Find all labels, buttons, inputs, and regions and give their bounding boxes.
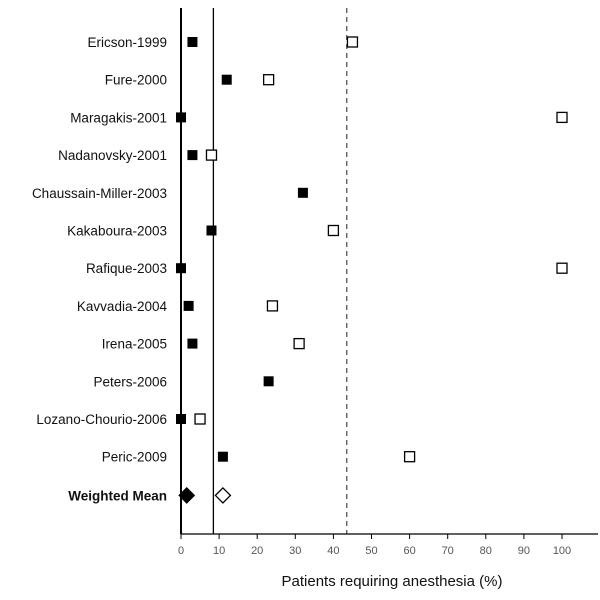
x-tick-label: 50 xyxy=(365,545,377,557)
study-label: Lozano-Chourio-2006 xyxy=(36,412,167,427)
open-square-marker xyxy=(556,111,568,124)
study-label: Rafique-2003 xyxy=(86,261,167,276)
study-label: Chaussain-Miller-2003 xyxy=(32,186,167,201)
open-square-marker xyxy=(205,149,218,161)
reference-lines xyxy=(212,8,348,534)
filled-square-marker xyxy=(297,187,308,198)
weighted-mean-open-diamond xyxy=(214,486,232,504)
study-label: Kakaboura-2003 xyxy=(67,224,167,239)
filled-square-marker xyxy=(221,74,232,85)
x-tick-label: 80 xyxy=(480,545,492,557)
open-square-marker xyxy=(262,74,275,86)
study-label: Peric-2009 xyxy=(102,450,167,465)
x-tick-label: 40 xyxy=(327,545,339,557)
open-square-marker xyxy=(266,300,279,312)
x-tick-label: 30 xyxy=(289,545,301,557)
x-tick-label: 0 xyxy=(178,545,184,557)
filled-square-marker xyxy=(217,451,228,462)
axes xyxy=(180,8,598,535)
study-label: Fure-2000 xyxy=(105,73,167,88)
study-label: Maragakis-2001 xyxy=(70,110,167,125)
x-tick-label: 90 xyxy=(518,545,530,557)
open-square-marker xyxy=(327,224,340,237)
x-tick-label: 20 xyxy=(251,545,263,557)
x-tick-label: 70 xyxy=(442,545,454,557)
study-label: Ericson-1999 xyxy=(87,35,167,50)
open-square-marker xyxy=(403,451,416,463)
weighted-mean-label: Weighted Mean xyxy=(68,488,167,503)
x-tick-label: 10 xyxy=(213,545,225,557)
filled-square-marker xyxy=(206,225,217,236)
study-label: Irena-2005 xyxy=(102,337,167,352)
filled-square-marker xyxy=(263,376,274,387)
x-tick-label: 100 xyxy=(553,545,571,557)
filled-square-marker xyxy=(183,300,194,311)
x-axis-ticks: 0 10 20 30 40 50 60 70 80 90 100 xyxy=(178,534,571,557)
filled-square-marker xyxy=(187,37,198,47)
open-square-marker xyxy=(194,413,206,425)
study-labels: Ericson-1999 Fure-2000 Maragakis-2001 Nadan… xyxy=(32,35,168,503)
open-square-marker xyxy=(346,36,359,48)
study-markers xyxy=(176,36,568,504)
x-tick-label: 60 xyxy=(403,545,415,557)
filled-square-marker xyxy=(187,338,198,349)
study-label: Kavvadia-2004 xyxy=(77,299,168,314)
study-label: Peters-2006 xyxy=(93,374,167,389)
filled-square-marker xyxy=(187,150,198,161)
study-label: Nadanovsky-2001 xyxy=(58,148,167,163)
open-square-marker xyxy=(556,262,568,274)
open-square-marker xyxy=(293,337,305,350)
x-axis-title: Patients requiring anesthesia (%) xyxy=(282,573,503,590)
